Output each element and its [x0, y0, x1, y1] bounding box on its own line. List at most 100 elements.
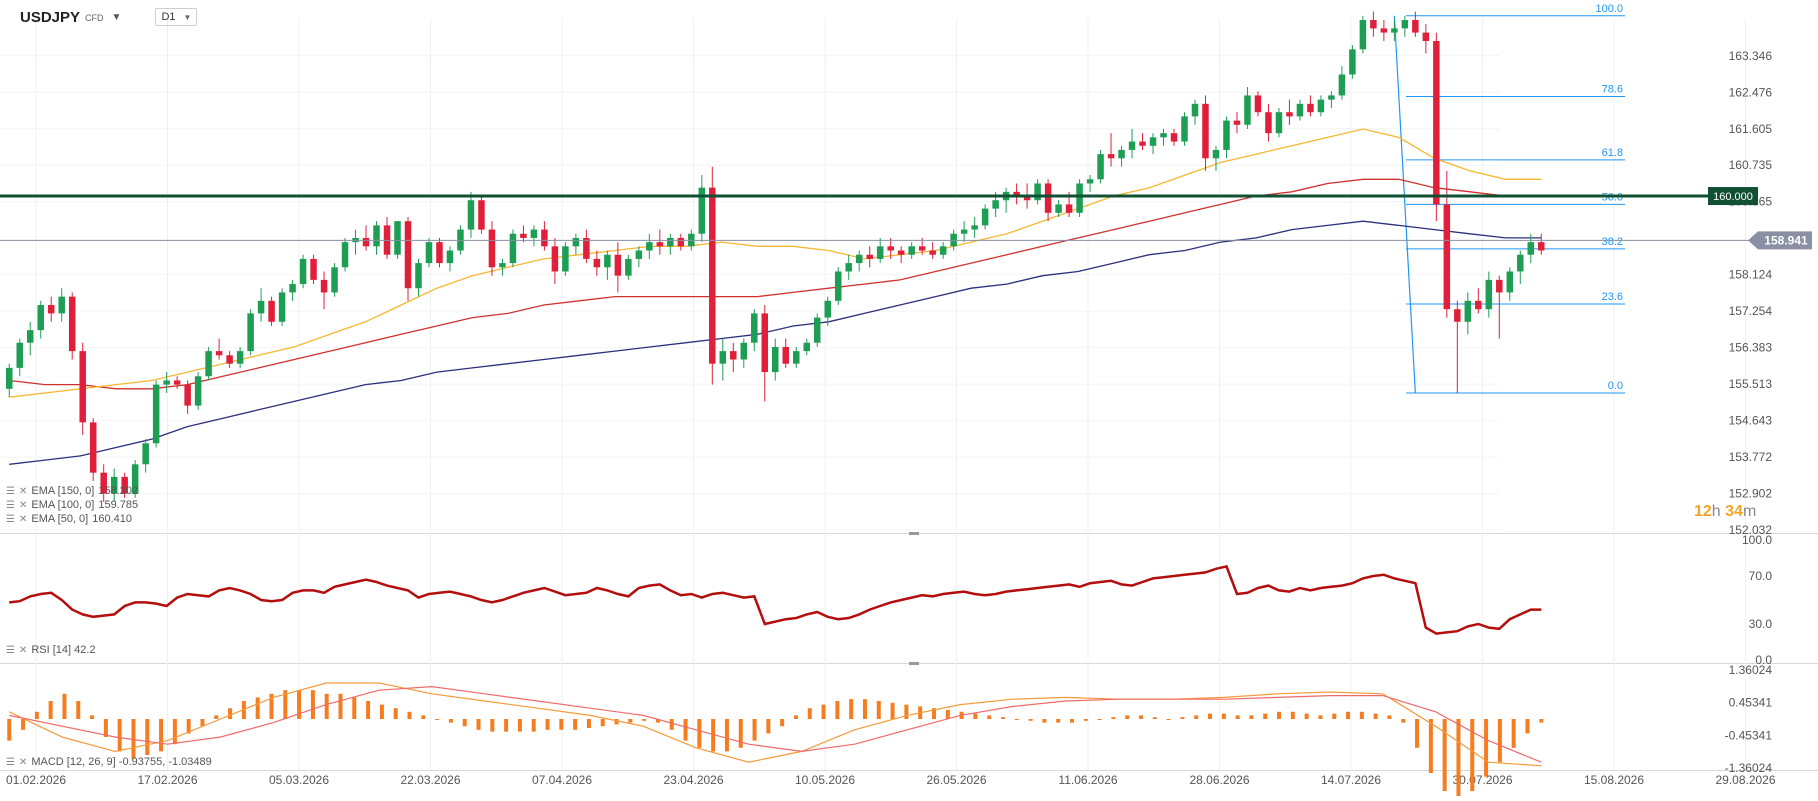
ema150-legend[interactable]: ☰ ✕ EMA [150, 0] 158.202 — [6, 485, 138, 497]
x-tick-label: 01.02.2026 — [6, 773, 66, 787]
macd-histogram-bar — [90, 715, 95, 719]
price-tick-label: 160.735 — [1729, 158, 1773, 172]
bear-candle-body — [1107, 154, 1115, 159]
macd-histogram-bar — [131, 719, 136, 759]
ema100-legend[interactable]: ☰ ✕ EMA [100, 0] 159.785 — [6, 499, 138, 511]
fib-level-label: 61.8 — [1602, 147, 1623, 159]
macd-histogram-bar — [159, 719, 164, 752]
macd-tick-label: 1.36024 — [1729, 663, 1773, 677]
macd-histogram-bar — [421, 715, 426, 719]
close-icon[interactable]: ✕ — [18, 513, 28, 525]
macd-histogram-bar — [766, 719, 771, 734]
rsi-legend[interactable]: ☰ ✕ RSI [14] 42.2 — [6, 644, 96, 656]
bull-candle-body — [1296, 103, 1304, 117]
bull-candle-body — [1212, 149, 1220, 159]
bull-candle-body — [992, 200, 999, 209]
x-tick-label: 26.05.2026 — [926, 773, 986, 787]
timeframe-select[interactable]: D1 ▼ — [155, 8, 198, 26]
bear-candle-body — [100, 472, 107, 494]
macd-histogram-bar — [1290, 711, 1295, 719]
settings-icon[interactable]: ☰ — [6, 499, 15, 511]
ema100-label: EMA [100, 0] — [31, 499, 95, 511]
countdown-hours: 12 — [1694, 503, 1712, 520]
macd-histogram-bar — [1180, 717, 1185, 719]
bull-candle-body — [1317, 99, 1325, 113]
macd-histogram-bar — [21, 719, 26, 730]
macd-histogram-bar — [490, 719, 495, 732]
bear-candle-body — [226, 355, 233, 364]
macd-histogram-bar — [1539, 719, 1544, 723]
macd-histogram-bar — [1387, 715, 1392, 719]
close-icon[interactable]: ✕ — [18, 756, 28, 768]
ema50-legend[interactable]: ☰ ✕ EMA [50, 0] 160.410 — [6, 513, 132, 525]
bull-candle-body — [1527, 242, 1535, 255]
settings-icon[interactable]: ☰ — [6, 756, 15, 768]
bull-candle-body — [509, 233, 517, 264]
settings-icon[interactable]: ☰ — [6, 513, 15, 525]
price-tick-label: 161.605 — [1729, 122, 1773, 136]
bear-candle-body — [656, 242, 664, 247]
symbol-name[interactable]: USDJPY — [20, 8, 81, 26]
resize-handle — [909, 662, 919, 665]
macd-histogram-bar — [1415, 719, 1420, 748]
macd-histogram-bar — [931, 708, 936, 719]
macd-line — [8, 682, 1542, 767]
macd-histogram-bar — [435, 719, 440, 720]
close-icon[interactable]: ✕ — [18, 485, 28, 497]
price-tick-label: 152.032 — [1729, 523, 1773, 537]
bear-candle-body — [541, 229, 548, 247]
bear-candle-body — [1139, 141, 1146, 146]
symbol-dropdown-icon[interactable]: ▼ — [111, 11, 122, 23]
bull-candle-body — [1485, 279, 1493, 310]
macd-histogram-bar — [655, 719, 660, 723]
bear-candle-body — [184, 384, 191, 406]
settings-icon[interactable]: ☰ — [6, 644, 15, 656]
bull-candle-body — [960, 229, 968, 234]
bull-candle-body — [289, 284, 296, 293]
bear-candle-body — [1412, 20, 1419, 33]
bear-candle-body — [1370, 20, 1377, 29]
bull-candle-body — [1118, 149, 1125, 159]
macd-legend[interactable]: ☰ ✕ MACD [12, 26, 9] -0.93755, -1.03489 — [6, 756, 212, 768]
rsi-tick-label: 30.0 — [1749, 617, 1773, 631]
bear-candle-body — [1443, 204, 1451, 310]
macd-tick-label: -1.36024 — [1725, 761, 1773, 775]
bull-candle-body — [1223, 120, 1230, 150]
bear-candle-body — [1380, 28, 1388, 33]
bear-candle-body — [1538, 242, 1545, 251]
macd-histogram-bar — [614, 719, 619, 725]
bull-candle-body — [740, 342, 748, 360]
bull-candle-body — [1055, 204, 1062, 213]
countdown-hours-unit: h — [1711, 503, 1721, 520]
bull-candle-body — [719, 351, 727, 364]
bull-candle-body — [1181, 116, 1188, 142]
chart-toolbar: USDJPY CFD ▼ D1 ▼ — [0, 0, 260, 34]
bear-candle-body — [761, 313, 769, 373]
macd-histogram-bar — [76, 700, 81, 719]
macd-histogram-bar — [1484, 719, 1489, 777]
macd-histogram-bar — [1332, 713, 1337, 719]
bear-candle-body — [1496, 279, 1503, 293]
bull-candle-body — [16, 342, 23, 368]
macd-histogram-bar — [752, 719, 757, 741]
bull-candle-body — [625, 258, 632, 276]
bull-candle-body — [792, 351, 800, 364]
close-icon[interactable]: ✕ — [18, 644, 28, 656]
bull-candle-body — [194, 376, 202, 406]
macd-histogram-bar — [545, 719, 550, 730]
macd-histogram-bar — [517, 719, 522, 732]
bull-candle-body — [1506, 271, 1514, 293]
macd-histogram-bar — [1470, 719, 1475, 792]
macd-histogram-bar — [1359, 711, 1364, 719]
macd-histogram-bar — [310, 690, 315, 719]
settings-icon[interactable]: ☰ — [6, 485, 15, 497]
bear-candle-body — [677, 237, 685, 247]
close-icon[interactable]: ✕ — [18, 499, 28, 511]
bull-candle-body — [1391, 28, 1398, 33]
macd-histogram-bar — [7, 719, 12, 741]
macd-histogram-bar — [711, 719, 716, 752]
macd-histogram-bar — [1497, 719, 1502, 763]
macd-histogram-bar — [1373, 713, 1378, 719]
